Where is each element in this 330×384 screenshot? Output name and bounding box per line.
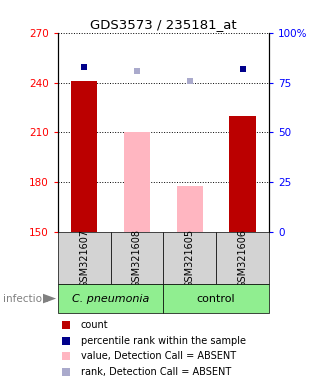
Text: infection: infection (3, 293, 49, 304)
Text: value, Detection Call = ABSENT: value, Detection Call = ABSENT (81, 351, 236, 361)
Text: count: count (81, 320, 109, 330)
Bar (177, 186, 203, 232)
Text: GSM321608: GSM321608 (132, 229, 142, 288)
Bar (124, 132, 150, 232)
Bar (71, 81, 97, 232)
Text: GSM321606: GSM321606 (238, 229, 248, 288)
Text: rank, Detection Call = ABSENT: rank, Detection Call = ABSENT (81, 367, 231, 377)
Bar (163, 232, 216, 284)
Bar (58, 284, 163, 313)
Polygon shape (43, 294, 56, 303)
Text: control: control (197, 293, 236, 304)
Bar (216, 232, 269, 284)
Bar (111, 232, 163, 284)
Text: percentile rank within the sample: percentile rank within the sample (81, 336, 246, 346)
Text: GSM321607: GSM321607 (79, 229, 89, 288)
Bar (163, 284, 269, 313)
Bar (58, 232, 111, 284)
Text: GSM321605: GSM321605 (185, 229, 195, 288)
Title: GDS3573 / 235181_at: GDS3573 / 235181_at (90, 18, 237, 31)
Bar (229, 116, 256, 232)
Text: C. pneumonia: C. pneumonia (72, 293, 149, 304)
